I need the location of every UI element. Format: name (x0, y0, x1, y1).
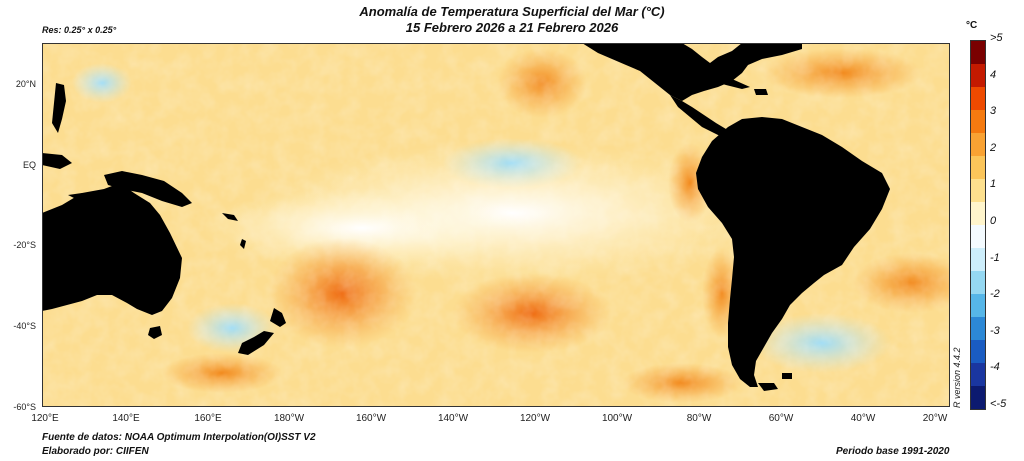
lon-label: 60°W (768, 413, 794, 424)
colorbar (970, 40, 986, 410)
lat-label-eq: EQ (22, 160, 36, 170)
colorbar-tick-label: 2 (990, 141, 997, 154)
colorbar-swatch (971, 271, 985, 294)
colorbar-swatch (971, 133, 985, 156)
map-frame (42, 43, 950, 407)
colorbar-swatch (971, 363, 985, 386)
sst-anomaly-map (42, 43, 950, 407)
tasmania-landmass (148, 326, 162, 339)
colorbar-tick-label: -4 (990, 361, 1000, 374)
colorbar-swatch (971, 225, 985, 248)
base-period-label: Periodo base 1991-2020 (836, 446, 950, 457)
colorbar-unit: °C (966, 20, 978, 31)
lon-label: 20°W (922, 413, 948, 424)
r-version-label: R version 4.4.2 (952, 347, 962, 408)
made-by-label: Elaborado por: CIIFEN (42, 446, 149, 457)
colorbar-swatch (971, 386, 985, 409)
lon-label: 120°E (31, 413, 59, 424)
philippines-landmass (52, 83, 66, 133)
lon-label: 180°W (273, 413, 305, 424)
hispaniola-landmass (754, 89, 768, 95)
new-zealand-landmass (238, 331, 274, 355)
colorbar-swatch (971, 340, 985, 363)
map-title: Anomalía de Temperatura Superficial del … (0, 4, 1024, 36)
lon-label: 160°W (355, 413, 387, 424)
colorbar-tick-label: 0 (990, 215, 997, 227)
central-america-landmass (670, 95, 732, 139)
colorbar-tick-label: -2 (990, 288, 1000, 301)
lon-label: 160°E (194, 413, 222, 424)
colorbar-swatch (971, 202, 985, 225)
new-guinea-landmass (104, 171, 192, 207)
lon-label: 140°E (112, 413, 140, 424)
lon-label: 80°W (686, 413, 712, 424)
lon-label: 120°W (519, 413, 551, 424)
resolution-label: Res: 0.25° x 0.25° (42, 25, 117, 35)
indonesia-landmass (68, 193, 92, 201)
colorbar-tick-label: 4 (990, 68, 997, 81)
south-america-landmass (696, 117, 890, 387)
colorbar-swatch (971, 41, 985, 64)
title-line-2: 15 Febrero 2026 a 21 Febrero 2026 (405, 20, 619, 35)
lat-label-20n: 20°N (15, 79, 36, 89)
colorbar-swatch (971, 248, 985, 271)
lon-label: 100°W (601, 413, 633, 424)
solomon-islands (222, 213, 238, 221)
falkland-islands (782, 373, 792, 379)
title-line-1: Anomalía de Temperatura Superficial del … (359, 4, 665, 19)
colorbar-tick-label: <-5 (990, 398, 1007, 410)
colorbar-swatch (971, 156, 985, 179)
colorbar-swatch (971, 317, 985, 340)
colorbar-swatch (971, 110, 985, 133)
colorbar-tick-label: -1 (990, 251, 1000, 264)
map-canvas (42, 43, 950, 407)
lat-label-20s: -20°S (13, 240, 36, 250)
lat-label-40s: -40°S (13, 321, 36, 331)
colorbar-swatch (971, 179, 985, 202)
colorbar-tick-label: 1 (990, 178, 997, 191)
lat-label-60s: -60°S (13, 402, 36, 412)
colorbar-swatch (971, 294, 985, 317)
cuba-landmass (710, 77, 750, 89)
colorbar-tick-label: -3 (990, 324, 1000, 337)
data-source-label: Fuente de datos: NOAA Optimum Interpolat… (42, 432, 316, 443)
colorbar-swatch (971, 64, 985, 87)
colorbar-swatch (971, 87, 985, 110)
new-zealand-landmass (270, 308, 286, 327)
australia-landmass (42, 183, 182, 315)
indonesia-landmass (42, 153, 72, 169)
lon-label: 140°W (437, 413, 469, 424)
tierra-del-fuego (758, 383, 778, 391)
colorbar-tick-label: >5 (990, 32, 1003, 44)
vanuatu-islands (240, 239, 246, 249)
lon-label: 40°W (850, 413, 876, 424)
north-america-landmass (582, 43, 802, 101)
colorbar-tick-label: 3 (990, 105, 997, 118)
